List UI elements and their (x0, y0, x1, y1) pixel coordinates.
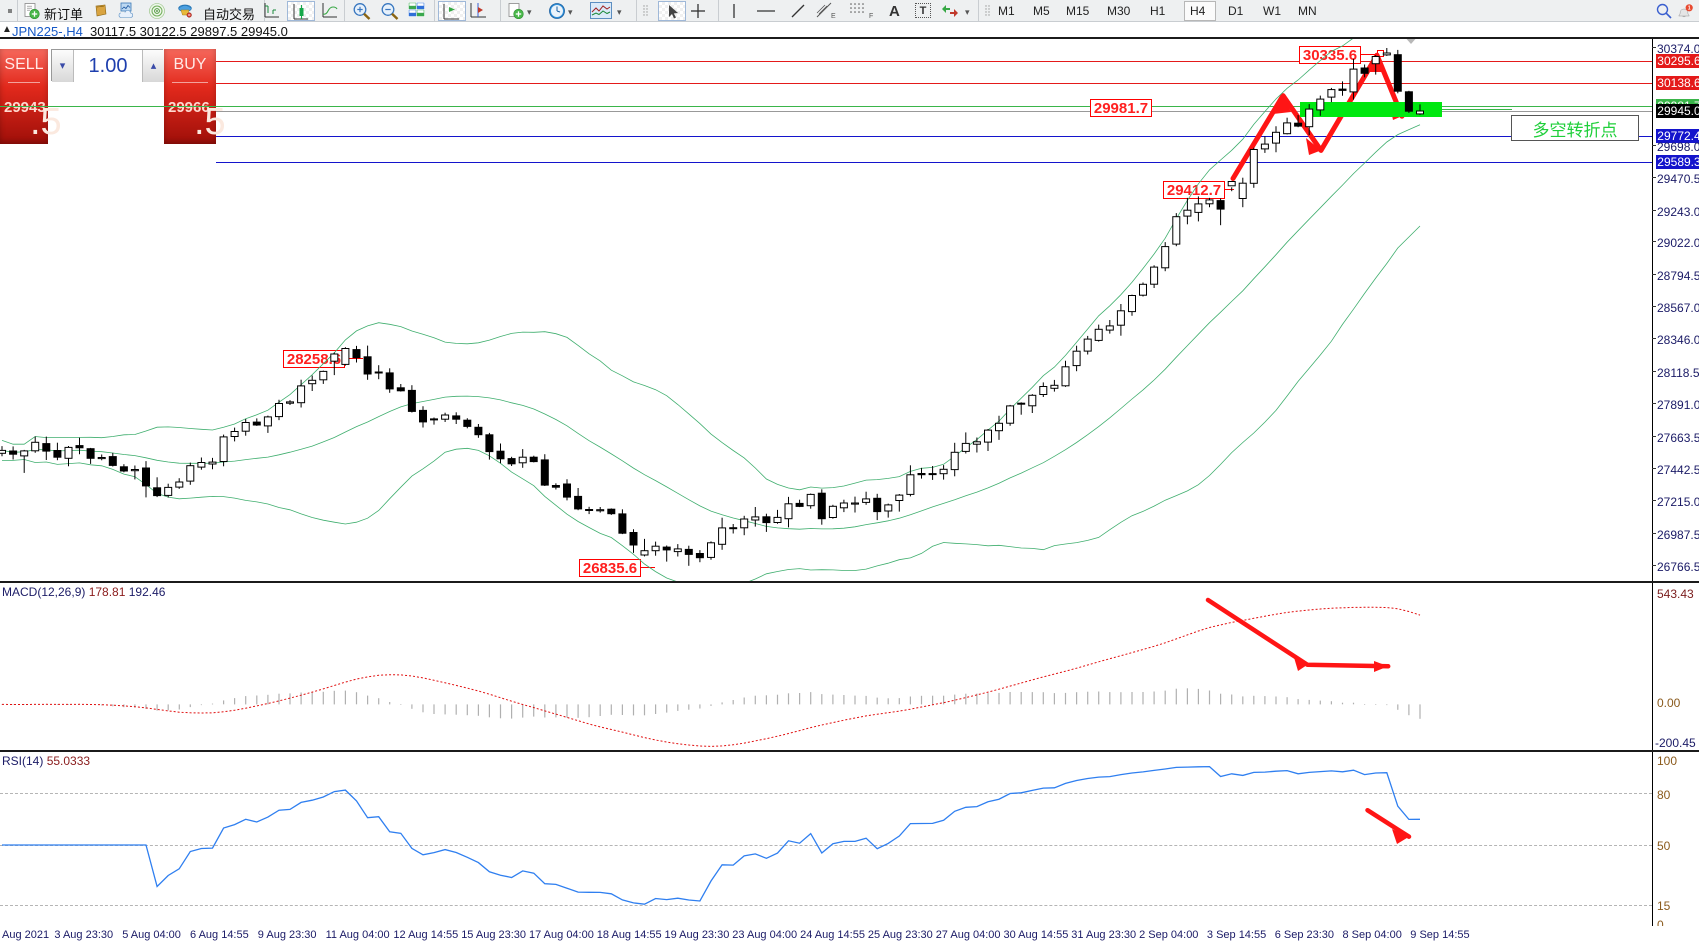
svg-text:1: 1 (1688, 5, 1691, 11)
